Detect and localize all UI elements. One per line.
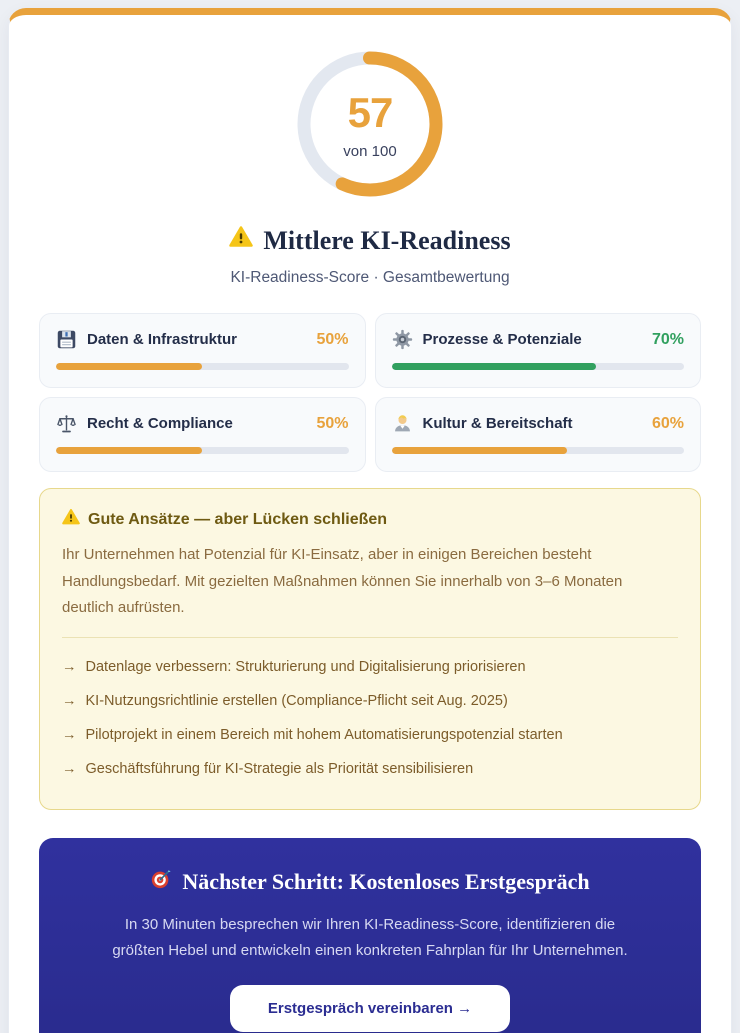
person-icon bbox=[392, 413, 413, 434]
score-max-label: von 100 bbox=[343, 142, 397, 160]
cta-body: In 30 Minuten besprechen wir Ihren KI-Re… bbox=[112, 916, 628, 959]
category-percent: 50% bbox=[316, 414, 349, 432]
category-label: Recht & Compliance bbox=[87, 415, 233, 432]
gauge-progress-arc bbox=[297, 51, 443, 197]
result-subtitle: KI-Readiness-Score · Gesamtbewertung bbox=[230, 269, 510, 286]
category-progress-fill bbox=[391, 447, 567, 454]
book-call-button[interactable]: Erstgespräch vereinbaren → bbox=[229, 985, 511, 1033]
category-label: Daten & Infrastruktur bbox=[87, 331, 238, 348]
result-title-text: Mittlere KI-Readiness bbox=[263, 225, 511, 255]
arrow-icon: → bbox=[62, 727, 77, 744]
category-card: Recht & Compliance 50% bbox=[39, 397, 366, 472]
category-label: Kultur & Bereitschaft bbox=[422, 415, 573, 432]
score-gauge: 57 von 100 bbox=[291, 45, 449, 203]
category-progress-fill bbox=[56, 363, 203, 370]
recommendation-item: → Datenlage verbessern: Strukturierung u… bbox=[62, 651, 678, 685]
category-progress-fill bbox=[391, 363, 597, 370]
target-icon bbox=[150, 868, 172, 896]
category-percent: 50% bbox=[316, 330, 349, 348]
recommendation-body: Ihr Unternehmen hat Potenzial für KI-Ein… bbox=[62, 546, 623, 617]
arrow-icon: → bbox=[62, 761, 77, 778]
recommendation-box: Gute Ansätze — aber Lücken schließen Ihr… bbox=[39, 488, 701, 811]
cta-title: Nächster Schritt: Kostenloses Erstgesprä… bbox=[79, 868, 661, 896]
recommendation-item-text: Pilotprojekt in einem Bereich mit hohem … bbox=[85, 727, 563, 744]
recommendation-item: → Pilotprojekt in einem Bereich mit hohe… bbox=[62, 719, 678, 753]
recommendation-item-text: KI-Nutzungsrichtlinie erstellen (Complia… bbox=[85, 693, 508, 710]
category-grid: Daten & Infrastruktur 50% bbox=[39, 313, 701, 472]
floppy-disk-icon bbox=[56, 329, 77, 350]
category-card: Daten & Infrastruktur 50% bbox=[39, 313, 366, 388]
results-card: 57 von 100 Mittlere KI-Readiness KI-Read… bbox=[8, 8, 732, 1033]
category-progress-track bbox=[391, 363, 684, 370]
recommendation-list: → Datenlage verbessern: Strukturierung u… bbox=[62, 651, 678, 787]
warning-icon bbox=[62, 508, 80, 531]
arrow-icon: → bbox=[62, 693, 77, 710]
recommendation-title-text: Gute Ansätze — aber Lücken schließen bbox=[88, 510, 388, 528]
recommendation-item: → KI-Nutzungsrichtlinie erstellen (Compl… bbox=[62, 685, 678, 719]
scale-icon bbox=[56, 413, 77, 434]
category-progress-track bbox=[56, 363, 349, 370]
divider bbox=[62, 637, 678, 639]
category-progress-track bbox=[391, 447, 684, 454]
category-card: Kultur & Bereitschaft 60% bbox=[374, 397, 701, 472]
arrow-icon: → bbox=[62, 659, 77, 676]
result-title: Mittlere KI-Readiness bbox=[39, 225, 701, 256]
category-progress-track bbox=[56, 447, 349, 454]
warning-icon bbox=[229, 225, 254, 256]
recommendation-item: → Geschäftsführung für KI-Strategie als … bbox=[62, 753, 678, 787]
category-percent: 70% bbox=[651, 330, 684, 348]
category-percent: 60% bbox=[651, 414, 684, 432]
category-progress-fill bbox=[56, 447, 203, 454]
category-card: Prozesse & Potenziale 70% bbox=[374, 313, 701, 388]
cta-box: Nächster Schritt: Kostenloses Erstgesprä… bbox=[39, 838, 701, 1033]
recommendation-title: Gute Ansätze — aber Lücken schließen bbox=[62, 508, 678, 531]
recommendation-item-text: Datenlage verbessern: Strukturierung und… bbox=[85, 659, 526, 676]
gear-icon bbox=[392, 329, 413, 350]
recommendation-item-text: Geschäftsführung für KI-Strategie als Pr… bbox=[85, 761, 474, 778]
cta-title-text: Nächster Schritt: Kostenloses Erstgesprä… bbox=[182, 869, 590, 895]
score-value: 57 bbox=[347, 88, 394, 136]
category-label: Prozesse & Potenziale bbox=[422, 331, 582, 348]
